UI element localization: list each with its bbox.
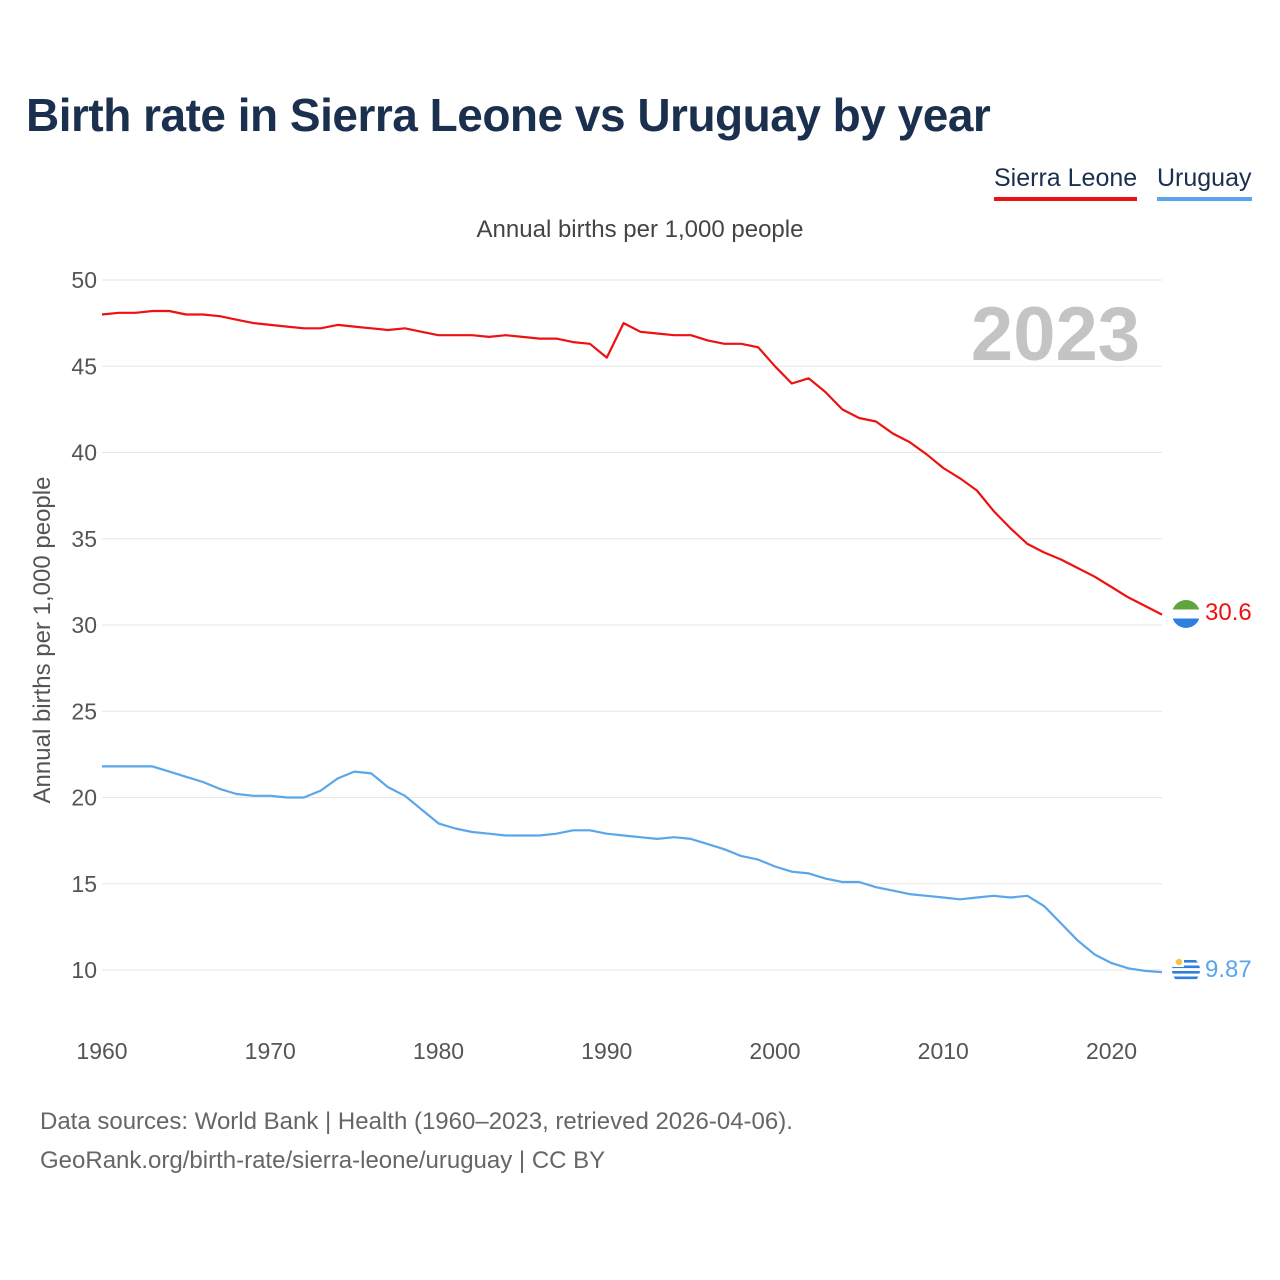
end-label-sierra-leone: 30.6 — [1205, 599, 1252, 626]
series-line-sierra-leone[interactable] — [101, 309, 1163, 616]
page-title: Birth rate in Sierra Leone vs Uruguay by… — [26, 89, 991, 141]
x-tick-label-1960: 1960 — [76, 1038, 127, 1064]
y-tick-label-30: 30 — [71, 612, 97, 638]
line-chart: 10 15 20 25 30 35 40 45 50 1960 1970 1980 1990 2000 2… — [29, 267, 1252, 1064]
legend-item-sierra-leone[interactable]: Sierra Leone — [994, 164, 1138, 201]
y-tick-label-50: 50 — [71, 267, 97, 293]
y-tick-label-25: 25 — [71, 698, 97, 724]
sierra-leone-flag-icon — [1172, 600, 1200, 628]
y-tick-label-15: 15 — [71, 871, 97, 897]
footer-source: Data sources: World Bank | Health (1960–… — [40, 1108, 793, 1135]
series-line-uruguay[interactable] — [102, 765, 1163, 974]
y-axis-label: Annual births per 1,000 people — [29, 477, 56, 804]
x-axis-ticks: 1960 1970 1980 1990 2000 2010 2020 — [76, 1038, 1137, 1064]
y-tick-label-20: 20 — [71, 785, 97, 811]
legend-item-uruguay[interactable]: Uruguay — [1157, 164, 1252, 201]
y-tick-label-10: 10 — [71, 957, 97, 983]
x-tick-label-1990: 1990 — [581, 1038, 632, 1064]
x-tick-label-2020: 2020 — [1086, 1038, 1137, 1064]
uruguay-flag-icon — [1172, 956, 1200, 984]
footer-credit[interactable]: GeoRank.org/birth-rate/sierra-leone/urug… — [40, 1147, 606, 1174]
y-axis-ticks: 10 15 20 25 30 35 40 45 50 — [71, 267, 97, 983]
y-tick-label-40: 40 — [71, 440, 97, 466]
grid-lines — [102, 279, 1162, 971]
y-tick-label-45: 45 — [71, 353, 97, 379]
year-watermark: 2023 — [971, 292, 1140, 377]
chart-subtitle: Annual births per 1,000 people — [476, 216, 804, 243]
x-tick-label-1980: 1980 — [413, 1038, 464, 1064]
x-tick-label-1970: 1970 — [245, 1038, 296, 1064]
y-tick-label-35: 35 — [71, 526, 97, 552]
end-label-uruguay: 9.87 — [1205, 956, 1252, 983]
x-tick-label-2010: 2010 — [918, 1038, 969, 1064]
series-lines — [101, 309, 1163, 974]
x-tick-label-2000: 2000 — [749, 1038, 800, 1064]
